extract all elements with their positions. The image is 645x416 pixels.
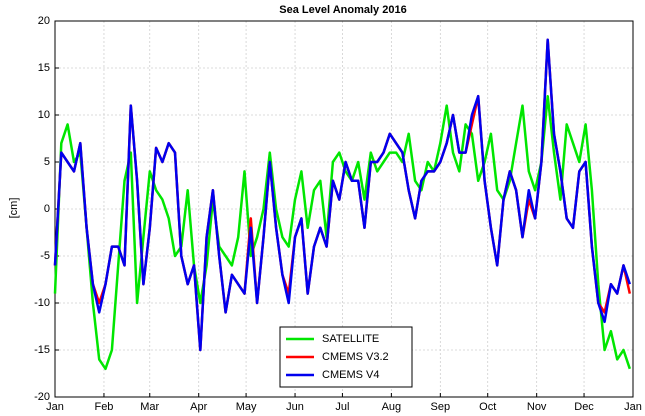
chart-title: Sea Level Anomaly 2016 [279, 4, 406, 16]
data-line [53, 38, 631, 352]
x-tick-label: Sep [431, 401, 451, 413]
x-tick-label: Feb [94, 401, 113, 413]
y-tick-label: 10 [38, 109, 50, 121]
x-tick-label: Aug [382, 401, 402, 413]
x-tick-label: Dec [574, 401, 594, 413]
x-tick-label: Apr [190, 401, 207, 413]
legend-label: CMEMS V4 [322, 369, 379, 381]
x-tick-label: Oct [479, 401, 496, 413]
legend: SATELLITE CMEMS V3.2 CMEMS V4 [279, 326, 413, 388]
legend-label: CMEMS V3.2 [322, 351, 389, 363]
y-axis-label: [cm] [8, 198, 20, 219]
data-line [53, 94, 631, 371]
x-tick-label: Nov [527, 401, 547, 413]
legend-label: SATELLITE [322, 333, 379, 345]
x-tick-label: Jun [286, 401, 304, 413]
y-tick-label: -5 [40, 250, 50, 262]
y-tick-label: -10 [34, 297, 50, 309]
plot-frame [54, 20, 634, 398]
y-tick-label: -15 [34, 344, 50, 356]
x-tick-label: Jan [624, 401, 642, 413]
y-tick-label: -20 [34, 391, 50, 403]
x-tick-label: Jan [46, 401, 64, 413]
y-tick-label: 15 [38, 62, 50, 74]
y-tick-label: 5 [44, 156, 50, 168]
y-tick-label: 20 [38, 15, 50, 27]
y-tick-label: 0 [44, 203, 50, 215]
x-tick-label: Jul [335, 401, 349, 413]
x-tick-label: May [236, 401, 257, 413]
x-tick-label: Mar [140, 401, 159, 413]
